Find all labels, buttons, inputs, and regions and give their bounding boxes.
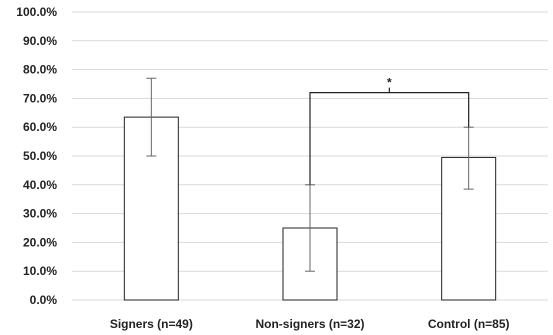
y-tick-label: 20.0% — [23, 235, 57, 249]
y-tick-label: 90.0% — [23, 34, 57, 48]
y-tick-label: 10.0% — [23, 264, 57, 278]
y-tick-label: 40.0% — [23, 178, 57, 192]
bars — [123, 116, 497, 301]
x-axis-category-labels: Signers (n=49) Non-signers (n=32) Control … — [110, 317, 510, 331]
y-tick-label: 80.0% — [23, 63, 57, 77]
y-axis-tick-labels: 0.0% 10.0% 20.0% 30.0% 40.0% 50.0% 60.0% 70.0% 8… — [16, 5, 57, 307]
y-tick-label: 60.0% — [23, 120, 57, 134]
significance-bracket: * — [309, 76, 470, 185]
category-label: Signers (n=49) — [110, 317, 193, 331]
category-label: Control (n=85) — [428, 317, 510, 331]
y-tick-label: 30.0% — [23, 207, 57, 221]
error-bars — [146, 77, 474, 272]
y-tick-label: 0.0% — [30, 293, 58, 307]
y-tick-label: 100.0% — [16, 5, 57, 19]
y-tick-label: 50.0% — [23, 149, 57, 163]
category-label: Non-signers (n=32) — [255, 317, 364, 331]
y-tick-label: 70.0% — [23, 91, 57, 105]
significance-star: * — [387, 76, 392, 90]
